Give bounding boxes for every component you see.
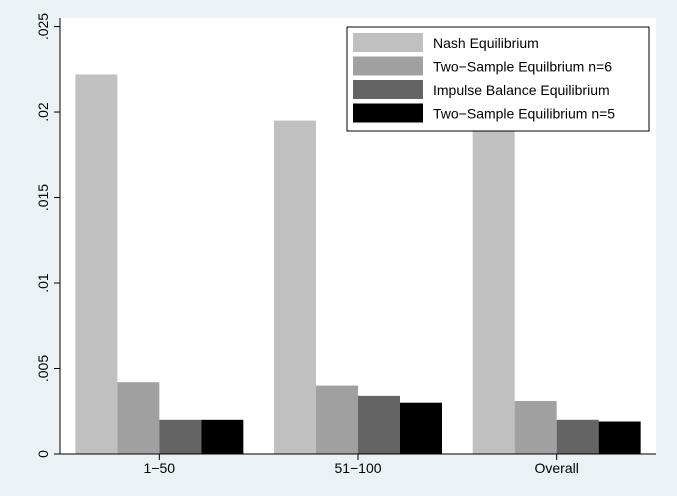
x-axis-ticks: 1−50 51−100 Overall [144,454,579,476]
bar [598,421,641,454]
x-tick-label: 51−100 [334,460,381,476]
bar [117,382,160,454]
legend-label: Two−Sample Equilibrium n=5 [433,106,615,122]
bar [274,120,316,455]
bar [75,74,118,455]
legend-label: Two−Sample Equilbrium n=6 [433,59,612,75]
y-tick-label: .005 [35,355,51,382]
bar [472,117,515,454]
bar [400,402,442,454]
bar [201,419,244,454]
legend-swatch [353,80,423,99]
legend-swatch [353,33,423,52]
y-axis-ticks: 0 .005 .01 .015 .02 .025 [35,13,60,458]
legend-label: Impulse Balance Equilibrium [433,82,610,98]
y-tick-label: .025 [35,13,51,40]
y-tick-label: .01 [35,273,51,293]
bar [159,419,202,454]
bars-group [75,74,641,455]
x-tick-label: 1−50 [144,460,176,476]
y-tick-label: .015 [35,184,51,211]
legend-label: Nash Equilibrium [433,35,539,51]
bar [316,385,358,454]
bar [514,400,557,454]
x-tick-label: Overall [534,460,578,476]
y-tick-label: .02 [35,102,51,122]
legend: Nash Equilibrium Two−Sample Equilbrium n=… [346,26,650,132]
y-tick-label: 0 [35,450,51,458]
bar [358,395,400,454]
legend-swatch [353,56,423,76]
legend-swatch [353,103,423,123]
bar [556,419,599,454]
